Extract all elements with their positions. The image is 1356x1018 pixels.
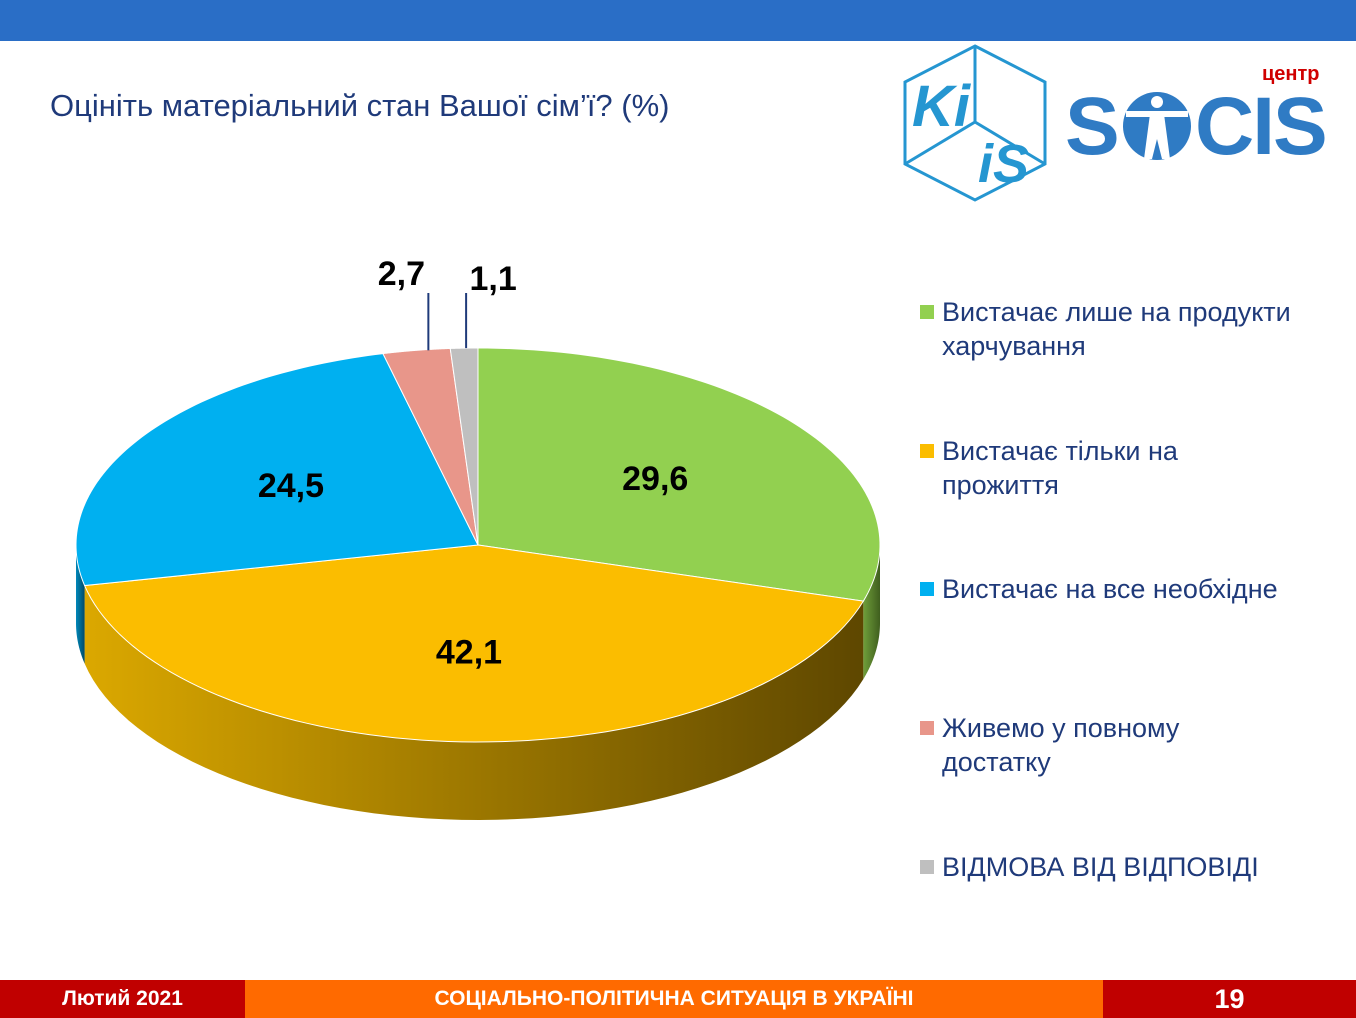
page-title: Оцініть матеріальний стан Вашої сім’ї? (… <box>50 88 670 123</box>
legend-label: Вистачає лише на продукти харчування <box>942 297 1291 361</box>
legend-swatch <box>920 860 934 874</box>
legend-item: ВІДМОВА ВІД ВІДПОВІДІ <box>920 850 1342 884</box>
pie-chart: 29,6 42,1 24,5 2,7 1,1 <box>75 255 881 820</box>
svg-text:CIS: CIS <box>1195 81 1326 172</box>
legend-item: Вистачає на все необхідне <box>920 572 1342 606</box>
page-number: 19 <box>1103 980 1356 1018</box>
data-label: 2,7 <box>378 255 425 293</box>
legend-swatch <box>920 721 934 735</box>
pie-slice <box>75 353 479 587</box>
footer-date: Лютий 2021 <box>0 980 245 1018</box>
top-bar <box>0 0 1356 41</box>
svg-text:S: S <box>1065 81 1118 172</box>
svg-text:центр: центр <box>1262 63 1320 85</box>
legend-item: Вистачає тільки на прожиття <box>920 434 1242 502</box>
legend-item: Вистачає лише на продукти харчування <box>920 295 1342 363</box>
legend-swatch <box>920 444 934 458</box>
svg-text:iS: iS <box>978 134 1029 194</box>
legend-label: Вистачає на все необхідне <box>942 574 1278 604</box>
legend-label: Живемо у повному достатку <box>942 713 1180 777</box>
legend-label: Вистачає тільки на прожиття <box>942 436 1178 500</box>
data-label: 42,1 <box>436 633 502 671</box>
kiis-cube-logo <box>903 44 1047 202</box>
data-label: 24,5 <box>258 467 324 505</box>
legend-swatch <box>920 305 934 319</box>
footer-title: СОЦІАЛЬНО-ПОЛІТИЧНА СИТУАЦІЯ В УКРАЇНІ <box>245 980 1103 1018</box>
pie-slice <box>83 544 865 743</box>
pie-slice-side <box>76 545 85 664</box>
legend-swatch <box>920 582 934 596</box>
svg-text:Ki: Ki <box>912 74 972 139</box>
pie-slice-side <box>84 585 864 820</box>
pie-slice <box>477 347 881 602</box>
pie-slice-side <box>863 545 880 680</box>
kiis-socis-logo: Ki iS центр S CIS <box>903 44 1328 202</box>
legend-item: Живемо у повному достатку <box>920 711 1242 779</box>
legend-label: ВІДМОВА ВІД ВІДПОВІДІ <box>942 852 1259 882</box>
data-label: 29,6 <box>622 460 688 498</box>
pie-slice <box>449 347 479 546</box>
data-label: 1,1 <box>469 260 516 298</box>
pie-slice <box>382 347 479 546</box>
footer: Лютий 2021 СОЦІАЛЬНО-ПОЛІТИЧНА СИТУАЦІЯ … <box>0 980 1356 1018</box>
